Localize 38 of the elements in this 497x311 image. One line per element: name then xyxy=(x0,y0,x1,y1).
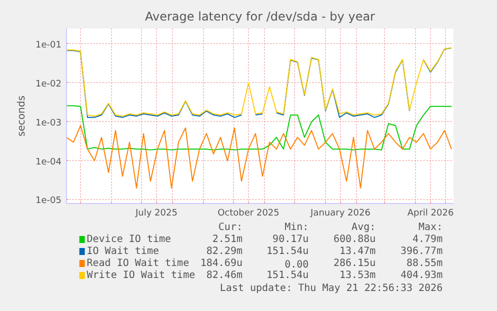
text: 286.15u xyxy=(333,258,376,269)
x-tick-label: April 2026 xyxy=(407,208,454,218)
text: Min: xyxy=(284,222,309,233)
text: 0.00 xyxy=(284,260,309,270)
x-tick-label: October 2025 xyxy=(218,208,280,218)
y-axis-title: seconds xyxy=(16,96,28,136)
text: 2.51m xyxy=(212,234,242,245)
text: 396.77m xyxy=(400,246,443,257)
x-tick-label: January 2026 xyxy=(310,208,371,218)
text: 600.88u xyxy=(333,234,376,245)
text: 4.79m xyxy=(412,234,443,245)
text: 13.47m xyxy=(340,246,376,257)
text: 90.17u xyxy=(272,234,309,245)
line-series xyxy=(66,125,452,189)
text: 82.46m xyxy=(206,270,242,281)
y-tick-label: 1e-04 xyxy=(36,157,62,168)
y-tick-label: 1e-05 xyxy=(36,196,62,206)
text: 404.93m xyxy=(400,270,443,281)
y-tick-label: 1e-01 xyxy=(36,40,62,50)
y-tick-label: 1e-02 xyxy=(36,79,62,90)
legend-label: IO Wait time xyxy=(86,246,159,257)
legend-label: Device IO time xyxy=(86,234,172,245)
text: 13.53m xyxy=(340,270,376,281)
x-tick-label: July 2025 xyxy=(134,208,178,218)
text: 151.54u xyxy=(266,246,309,257)
chart-title: Average latency for /dev/sda - by year xyxy=(145,10,376,24)
text: Avg: xyxy=(352,222,376,233)
text: Last update: Thu May 21 22:56:33 2026 xyxy=(220,283,443,294)
text: 82.29m xyxy=(206,246,242,257)
legend-label: Write IO Wait time xyxy=(86,270,196,281)
text: 151.54u xyxy=(266,270,309,281)
legend-label: Read IO Wait time xyxy=(86,258,190,269)
text: 88.55m xyxy=(406,258,443,269)
text: Max: xyxy=(418,222,443,233)
y-tick-label: 1e-03 xyxy=(36,118,62,128)
text: Cur: xyxy=(218,222,242,233)
text: 184.69u xyxy=(200,258,242,269)
line-series xyxy=(66,105,452,150)
